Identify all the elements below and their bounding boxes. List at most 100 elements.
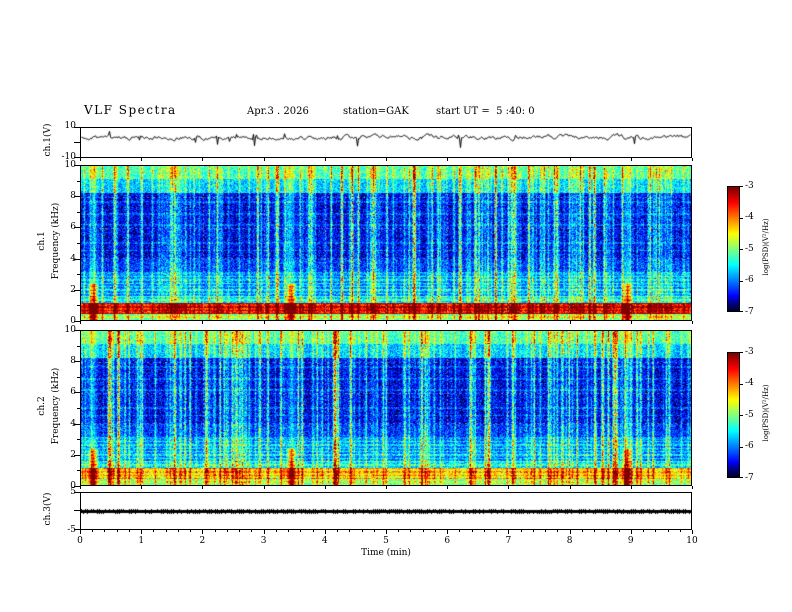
cb1-tick: -3 — [745, 181, 754, 191]
axis-tick — [77, 345, 80, 347]
cb2-tick: -6 — [745, 441, 754, 451]
axis-tick — [434, 530, 436, 532]
axis-tick — [77, 305, 80, 307]
cb2-tick: -3 — [745, 347, 754, 357]
xtick: 4 — [321, 536, 328, 546]
axis-tick — [202, 486, 204, 489]
axis-tick — [386, 158, 387, 161]
axis-tick — [77, 211, 80, 213]
axis-tick — [74, 529, 80, 530]
axis-tick — [630, 321, 632, 324]
axis-tick — [324, 530, 326, 534]
axis-tick — [324, 486, 326, 489]
axis-tick — [214, 530, 216, 532]
axis-tick — [422, 530, 424, 532]
axis-tick — [386, 321, 387, 324]
axis-tick — [569, 158, 571, 161]
axis-tick — [496, 530, 498, 532]
axis-tick — [74, 492, 80, 493]
cb2-tick: -5 — [745, 410, 754, 420]
axis-tick — [740, 415, 743, 416]
ch1-spectrogram-canvas — [81, 166, 691, 320]
axis-tick — [386, 486, 387, 489]
axis-tick — [569, 486, 571, 489]
start-ut-label: start UT = 5 :40: 0 — [436, 106, 535, 117]
axis-tick — [263, 530, 265, 534]
axis-tick — [226, 530, 228, 532]
axis-tick — [349, 530, 351, 532]
xtick: 3 — [260, 536, 267, 546]
axis-tick — [447, 530, 449, 534]
ch2spec-ytick: 8 — [52, 356, 76, 366]
axis-tick — [630, 158, 632, 161]
ch2-colorbar-canvas — [728, 353, 739, 477]
cb2-label: log(PSD)(V²/Hz) — [762, 384, 770, 442]
ch1spec-ytick: 0 — [52, 316, 76, 326]
xtick: 0 — [77, 536, 83, 546]
axis-tick — [692, 486, 693, 489]
axis-tick — [141, 321, 143, 324]
xtick: 7 — [505, 536, 512, 546]
axis-tick — [77, 470, 80, 472]
axis-tick — [275, 530, 277, 532]
xtick: 10 — [686, 536, 698, 546]
ch3-canvas — [81, 493, 691, 529]
axis-tick — [643, 530, 645, 532]
axis-tick — [74, 392, 80, 394]
axis-tick — [74, 157, 80, 158]
axis-tick — [141, 158, 143, 161]
axis-tick — [74, 423, 80, 425]
axis-tick — [740, 383, 743, 385]
axis-tick — [74, 289, 80, 291]
axis-tick — [679, 530, 681, 532]
axis-tick — [92, 530, 94, 532]
axis-tick — [630, 530, 632, 534]
axis-tick — [557, 530, 559, 532]
axis-tick — [618, 530, 620, 532]
ch2-spectrogram-canvas — [81, 331, 691, 485]
xtick: 8 — [566, 536, 573, 546]
ch3-ytick-min: -5 — [67, 525, 76, 535]
axis-tick — [398, 530, 400, 532]
x-axis-label: Time (min) — [361, 548, 411, 558]
axis-tick — [80, 530, 81, 534]
axis-tick — [508, 530, 510, 534]
axis-tick — [447, 321, 449, 324]
axis-tick — [74, 454, 80, 456]
axis-tick — [324, 321, 326, 324]
axis-tick — [80, 321, 81, 324]
axis-tick — [386, 530, 387, 534]
axis-tick — [692, 158, 693, 161]
ch2-colorbar — [727, 352, 740, 478]
axis-tick — [190, 530, 192, 532]
ch3-ylabel: ch.3(V) — [43, 492, 53, 526]
xtick: 6 — [444, 536, 451, 546]
axis-tick — [104, 530, 106, 532]
axis-tick — [740, 311, 743, 312]
axis-tick — [740, 186, 743, 187]
axis-tick — [508, 158, 510, 161]
axis-tick — [263, 321, 265, 324]
axis-tick — [263, 158, 265, 161]
axis-tick — [447, 158, 449, 161]
ch1-spectrogram-panel — [80, 165, 692, 321]
axis-tick — [288, 530, 290, 532]
ch2spec-ytick: 6 — [52, 387, 76, 397]
ch2spec-ytick: 0 — [52, 481, 76, 491]
axis-tick — [740, 446, 743, 448]
axis-tick — [77, 376, 80, 378]
axis-tick — [324, 158, 326, 161]
date-label: Apr.3 . 2026 — [247, 106, 309, 117]
cb1-tick: -4 — [745, 212, 754, 222]
axis-tick — [141, 530, 143, 534]
axis-tick — [77, 180, 80, 182]
ch1spec-ytick: 4 — [52, 254, 76, 264]
axis-tick — [569, 530, 571, 534]
ch1spec-ytick: 8 — [52, 191, 76, 201]
axis-tick — [80, 486, 81, 489]
ch2-spectrogram-panel — [80, 330, 692, 486]
axis-tick — [594, 530, 596, 532]
figure-title: VLF Spectra — [84, 103, 177, 117]
axis-tick — [74, 321, 80, 322]
